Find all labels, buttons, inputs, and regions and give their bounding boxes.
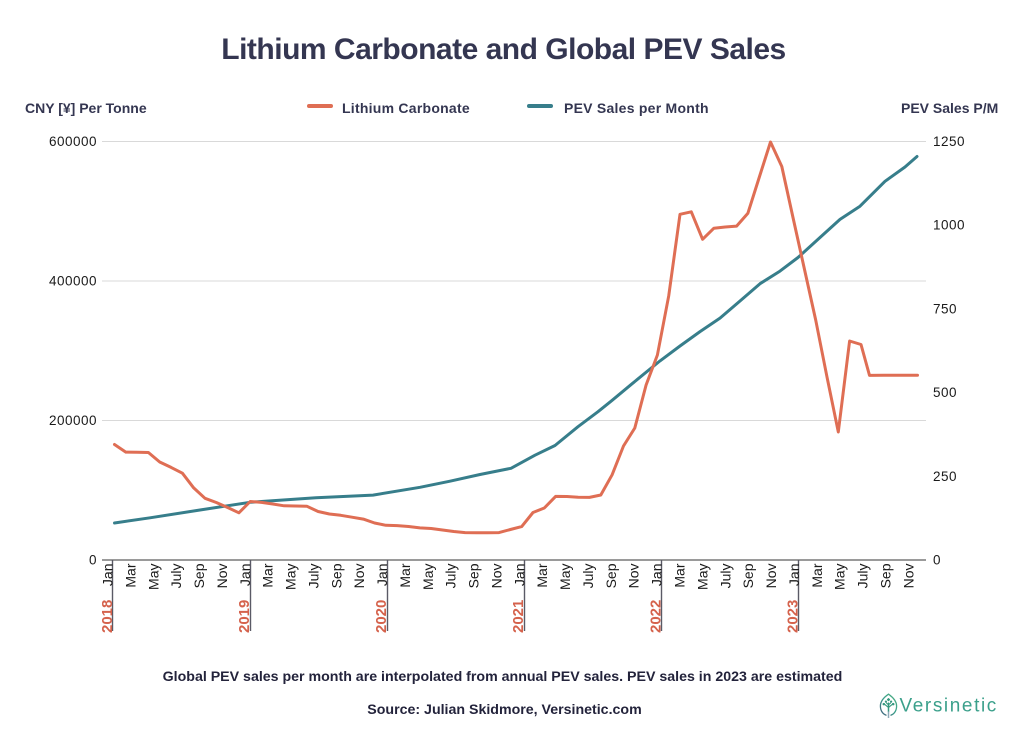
svg-text:July: July [855, 564, 871, 589]
svg-text:Nov: Nov [900, 564, 916, 589]
svg-text:Mar: Mar [260, 563, 276, 587]
svg-text:Jan: Jan [100, 564, 116, 587]
svg-text:Jan: Jan [786, 564, 802, 587]
svg-text:Mar: Mar [397, 563, 413, 587]
svg-text:Mar: Mar [122, 563, 138, 587]
svg-text:Jan: Jan [511, 564, 527, 587]
svg-text:Sep: Sep [328, 563, 344, 588]
svg-text:May: May [283, 564, 299, 590]
svg-text:400000: 400000 [49, 274, 97, 289]
svg-text:2021: 2021 [510, 600, 527, 633]
svg-text:Nov: Nov [489, 564, 505, 589]
svg-text:July: July [305, 564, 321, 589]
svg-text:Sep: Sep [603, 563, 619, 588]
svg-text:Nov: Nov [214, 564, 230, 589]
svg-text:July: July [168, 564, 184, 589]
svg-text:Jan: Jan [237, 564, 253, 587]
svg-text:May: May [145, 564, 161, 590]
svg-text:500: 500 [933, 385, 957, 400]
svg-text:600000: 600000 [49, 134, 97, 149]
svg-text:250: 250 [933, 469, 957, 484]
svg-text:2023: 2023 [785, 600, 802, 633]
svg-text:May: May [420, 564, 436, 590]
svg-text:1250: 1250 [933, 134, 965, 149]
svg-text:May: May [832, 564, 848, 590]
svg-text:Mar: Mar [809, 563, 825, 587]
svg-text:2022: 2022 [647, 600, 664, 633]
svg-text:July: July [717, 564, 733, 589]
svg-text:Nov: Nov [763, 564, 779, 589]
svg-text:July: July [580, 564, 596, 589]
svg-text:0: 0 [89, 553, 97, 568]
svg-text:Nov: Nov [626, 564, 642, 589]
svg-text:Sep: Sep [877, 563, 893, 588]
svg-text:May: May [557, 564, 573, 590]
svg-text:Mar: Mar [672, 563, 688, 587]
svg-text:Sep: Sep [466, 563, 482, 588]
svg-text:1000: 1000 [933, 218, 965, 233]
svg-text:2019: 2019 [236, 600, 253, 633]
svg-text:2018: 2018 [99, 600, 116, 633]
svg-text:Mar: Mar [534, 563, 550, 587]
svg-text:Jan: Jan [649, 564, 665, 587]
svg-text:0: 0 [933, 553, 941, 568]
svg-text:2020: 2020 [373, 600, 390, 633]
svg-text:Versinetic: Versinetic [900, 696, 998, 717]
svg-text:Sep: Sep [740, 563, 756, 588]
svg-text:200000: 200000 [49, 413, 97, 428]
svg-text:July: July [443, 564, 459, 589]
svg-text:Nov: Nov [351, 564, 367, 589]
svg-text:Jan: Jan [374, 564, 390, 587]
svg-text:750: 750 [933, 301, 957, 316]
svg-text:Sep: Sep [191, 563, 207, 588]
svg-text:May: May [694, 564, 710, 590]
